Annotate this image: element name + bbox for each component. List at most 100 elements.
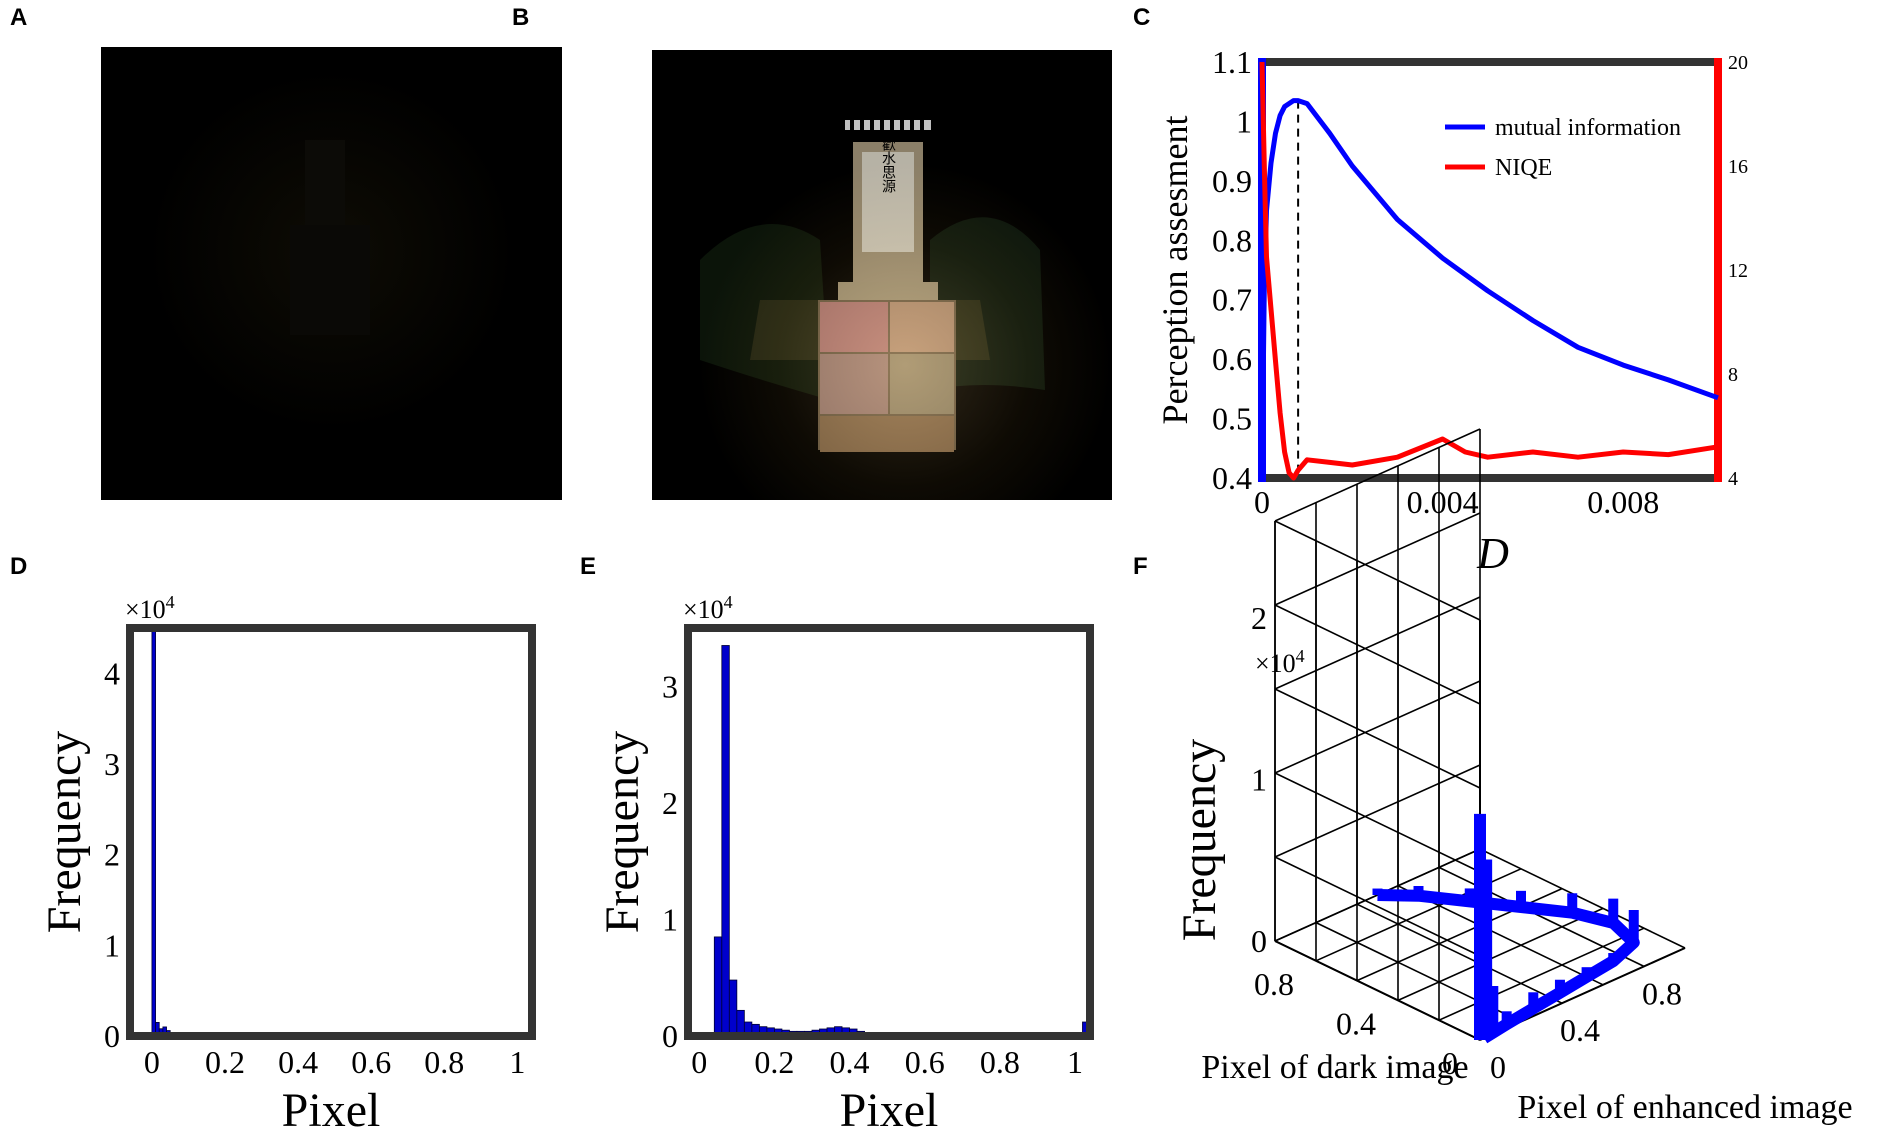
legend-label: NIQE <box>1495 155 1552 181</box>
wall-grid-line <box>1274 428 1481 522</box>
ytick-e: 0 <box>662 1018 678 1054</box>
ytick-left-c: 1.1 <box>1212 44 1252 80</box>
ytick-f: 0 <box>1442 1045 1458 1081</box>
xtick-d: 0.2 <box>205 1044 245 1080</box>
xtick-e: 0 <box>691 1044 707 1080</box>
panel-label-a: A <box>10 4 28 31</box>
zlabel-f: Frequency <box>1173 739 1226 942</box>
ytick-e: 2 <box>662 785 678 821</box>
multiplier-e: ×104 <box>683 592 733 624</box>
ytick-right-c: 8 <box>1728 364 1738 386</box>
xlabel-c: D <box>1476 529 1509 578</box>
xtick-f: 0.4 <box>1560 1012 1600 1048</box>
floor-grid-line <box>1438 927 1645 1021</box>
panel-label-e: E <box>580 553 597 580</box>
plot-frame-e <box>684 624 1094 1040</box>
xtick-e: 0.6 <box>905 1044 945 1080</box>
ztick-f: 0 <box>1251 923 1267 959</box>
xtick-f: 0 <box>1490 1049 1506 1085</box>
ytick-right-c: 4 <box>1728 468 1738 490</box>
ylabel-e: Frequency <box>596 731 649 934</box>
wall-grid-line <box>1274 856 1481 957</box>
ytick-f: 0.8 <box>1254 966 1294 1002</box>
ytick-left-c: 0.9 <box>1212 163 1252 199</box>
ytick-e: 1 <box>662 901 678 937</box>
hist-bar <box>151 627 156 1037</box>
ytick-left-c: 0.5 <box>1212 401 1252 437</box>
wall-grid-line <box>1274 764 1481 858</box>
chart-e: 0 1 2 3 0 0.2 0.4 0.6 0.8 1 Pixel Frequency ×104 <box>596 592 1094 1137</box>
ytick-left-c: 0.6 <box>1212 341 1252 377</box>
wall-grid-line <box>1274 688 1481 789</box>
ztick-f: 2 <box>1251 600 1267 636</box>
xlabel-d: Pixel <box>282 1084 381 1137</box>
legend-label: mutual information <box>1495 115 1681 141</box>
ytick-f: 0.4 <box>1336 1005 1376 1041</box>
xtick-c: 0 <box>1254 484 1270 520</box>
ytick-d: 4 <box>104 655 120 691</box>
floor-grid-line <box>1397 907 1604 1002</box>
xlabel-e: Pixel <box>840 1084 939 1137</box>
panel-label-b: B <box>512 4 530 31</box>
wall-grid-line <box>1274 680 1481 774</box>
ytick-left-c: 1 <box>1236 103 1252 139</box>
wall-grid-line <box>1274 520 1481 621</box>
xtick-d: 0.6 <box>351 1044 391 1080</box>
y-axis-f <box>1274 940 1481 1041</box>
chart-c: 0.4 0.5 0.6 0.7 0.8 0.9 1 1.1 4 8 12 16 20 0 0.004 0.00… <box>1155 44 1748 578</box>
multiplier-f: ×104 <box>1255 646 1305 678</box>
ytick-d: 0 <box>104 1018 120 1054</box>
floor-grid-line <box>1479 848 1686 949</box>
plot-area-e <box>688 628 1090 1036</box>
ztick-f: 1 <box>1251 761 1267 797</box>
wall-grid-line <box>1274 596 1481 690</box>
xtick-d: 0.8 <box>424 1044 464 1080</box>
xlabel-f: Pixel of enhanced image <box>1517 1089 1852 1126</box>
xtick-f: 0.8 <box>1642 975 1682 1011</box>
ytick-d: 3 <box>104 746 120 782</box>
ytick-d: 2 <box>104 837 120 873</box>
wall-grid-line <box>1274 512 1481 606</box>
xtick-e: 0.2 <box>754 1044 794 1080</box>
enhanced-image: 歡水思源 <box>652 50 1112 500</box>
plot-area-d <box>130 628 532 1036</box>
ytick-left-c: 0.7 <box>1212 282 1252 318</box>
ylabel-d: Frequency <box>38 731 91 934</box>
ylabel-c: Perception assesment <box>1155 116 1195 425</box>
floor-grid-line <box>1356 903 1563 1004</box>
xtick-d: 0.4 <box>278 1044 318 1080</box>
xtick-c: 0.004 <box>1407 484 1479 520</box>
series-line-mutual-information <box>1259 98 1719 479</box>
ytick-left-c: 0.8 <box>1212 222 1252 258</box>
series-line-niqe <box>1259 61 1719 481</box>
ytick-left-c: 0.4 <box>1212 460 1252 496</box>
wall-grid-line <box>1274 772 1481 873</box>
plot-area-c <box>1262 62 1718 478</box>
wall-grid-line <box>1274 604 1481 705</box>
ytick-right-c: 16 <box>1728 156 1748 178</box>
xtick-e: 0.8 <box>980 1044 1020 1080</box>
floor-grid-line <box>1438 866 1645 968</box>
ytick-d: 1 <box>104 927 120 963</box>
xtick-d: 0 <box>144 1044 160 1080</box>
ytick-right-c: 12 <box>1728 260 1748 282</box>
xtick-c: 0.008 <box>1587 484 1659 520</box>
dark-image <box>101 47 562 500</box>
panel-label-c: C <box>1133 4 1151 31</box>
ytick-e: 3 <box>662 668 678 704</box>
xtick-e: 1 <box>1067 1044 1083 1080</box>
hist-bar <box>713 936 723 1037</box>
xtick-e: 0.4 <box>830 1044 870 1080</box>
multiplier-d: ×104 <box>125 592 175 624</box>
panel-label-f: F <box>1133 553 1148 580</box>
hist-bar <box>728 979 738 1037</box>
chart-d: 0 1 2 3 4 0 0.2 0.4 0.6 0.8 1 Pixel Frequency ×104 <box>38 592 536 1137</box>
panel-label-d: D <box>10 553 28 580</box>
ylabel-f: Pixel of dark image <box>1201 1049 1468 1086</box>
plot-frame-d <box>126 624 536 1040</box>
hist-bar <box>721 645 730 1037</box>
ytick-right-c: 20 <box>1728 52 1748 74</box>
xtick-d: 1 <box>509 1044 525 1080</box>
